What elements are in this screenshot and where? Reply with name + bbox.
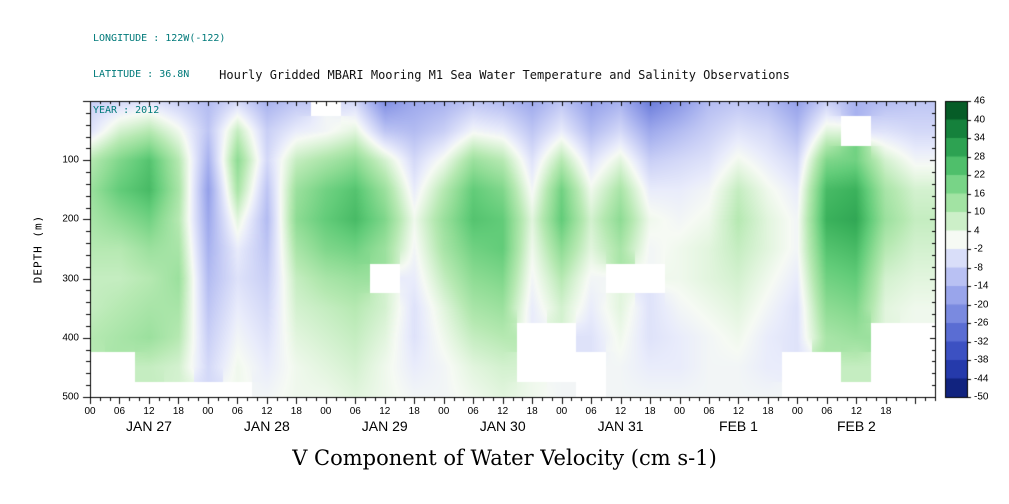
header-longitude: LONGITUDE : 122W(-122) [93, 33, 226, 44]
y-tick-label: 300 [62, 273, 79, 285]
x-hour-tick-label: 06 [821, 406, 833, 417]
x-hour-tick-label: 06 [585, 406, 597, 417]
header-year: YEAR : 2012 [93, 105, 160, 116]
x-hour-tick-label: 06 [467, 406, 479, 417]
x-hour-tick-label: 06 [703, 406, 715, 417]
x-hour-tick-label: 00 [438, 406, 450, 417]
x-hour-tick-label: 18 [408, 406, 420, 417]
x-hour-tick-label: 00 [84, 406, 96, 417]
colorbar-tick-label: 16 [974, 188, 986, 199]
colorbar-tick-label: -8 [974, 262, 983, 273]
colorbar-tick-label: 40 [974, 114, 986, 125]
plot-header: LONGITUDE : 122W(-122) LATITUDE : 36.8N … [93, 9, 225, 141]
x-day-label: JAN 28 [243, 418, 290, 434]
x-hour-tick-label: 12 [850, 406, 862, 417]
x-hour-tick-label: 12 [379, 406, 391, 417]
x-hour-tick-label: 18 [526, 406, 538, 417]
x-axis-title: V Component of Water Velocity (cm s-1) [292, 446, 717, 470]
x-day-label: FEB 1 [719, 418, 758, 434]
x-day-label: FEB 2 [836, 418, 876, 434]
x-hour-tick-label: 12 [143, 406, 155, 417]
colorbar-tick-label: 28 [974, 151, 986, 162]
colorbar-tick-label: 10 [974, 206, 986, 218]
colorbar-tick-label: 22 [974, 169, 986, 181]
x-day-label: JAN 29 [361, 418, 408, 434]
colorbar-tick-label: -44 [974, 373, 989, 384]
y-tick-label: 400 [62, 332, 79, 344]
plot-title: Hourly Gridded MBARI Mooring M1 Sea Wate… [219, 68, 790, 82]
x-hour-tick-label: 18 [644, 406, 656, 417]
colorbar-tick-label: -26 [974, 317, 989, 329]
x-hour-tick-label: 00 [202, 406, 214, 417]
x-hour-tick-label: 00 [556, 406, 568, 417]
colorbar-tick-label: -32 [974, 336, 989, 347]
x-hour-tick-label: 06 [349, 406, 361, 417]
x-hour-tick-label: 12 [615, 406, 627, 417]
x-hour-tick-label: 06 [113, 406, 126, 417]
x-hour-tick-label: 18 [762, 406, 774, 417]
y-axis-label: DEPTH (m) [31, 214, 45, 284]
x-hour-tick-label: 00 [320, 406, 332, 417]
colorbar-tick-label: -20 [974, 299, 989, 310]
x-day-label: JAN 30 [479, 418, 526, 434]
x-hour-tick-label: 06 [231, 406, 243, 417]
x-day-label: JAN 27 [125, 418, 172, 434]
x-hour-tick-label: 12 [497, 406, 509, 417]
colorbar-tick-label: -50 [974, 391, 989, 403]
x-hour-tick-label: 18 [880, 406, 892, 417]
colorbar-tick-label: -14 [974, 280, 989, 292]
colorbar-tick-label: 46 [974, 95, 986, 107]
x-hour-tick-label: 18 [172, 406, 184, 417]
colorbar-tick-label: -38 [974, 354, 989, 366]
y-tick-label: 200 [62, 213, 79, 225]
x-hour-tick-label: 12 [732, 406, 745, 417]
y-tick-label: 100 [62, 154, 79, 166]
x-day-label: JAN 31 [597, 418, 644, 434]
x-hour-tick-label: 12 [261, 406, 273, 417]
header-latitude: LATITUDE : 36.8N [93, 69, 190, 80]
colorbar-tick-label: 4 [974, 225, 980, 236]
y-tick-label: 500 [62, 391, 79, 403]
x-hour-tick-label: 00 [791, 406, 803, 417]
x-hour-tick-label: 18 [290, 406, 302, 417]
colorbar-tick-label: -2 [974, 243, 983, 255]
colorbar-tick-label: 34 [974, 132, 986, 144]
x-hour-tick-label: 00 [673, 406, 686, 417]
